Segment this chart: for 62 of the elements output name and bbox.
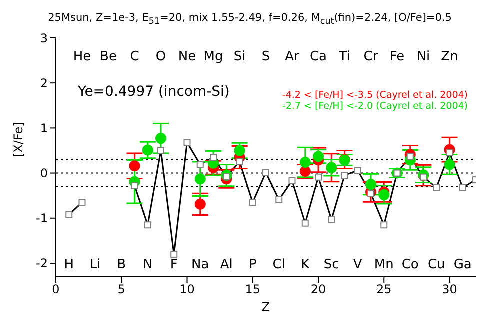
y-axis-title: [X/Fe] [11, 122, 26, 158]
annotation: N [143, 257, 153, 272]
x-tick-label: 30 [442, 282, 458, 297]
x-tick-label: 0 [52, 282, 60, 297]
annotation: Zn [441, 50, 458, 65]
annotation: F [170, 257, 178, 272]
annotation: Ti [338, 50, 350, 65]
annotation: Mn [374, 257, 394, 272]
point [129, 160, 140, 172]
x-axis-title: Z [262, 300, 270, 314]
annotation: Ca [310, 50, 328, 65]
point [194, 174, 206, 185]
y-tick-label: -1 [36, 212, 48, 226]
annotation: Li [90, 257, 101, 272]
y-tick-label: 2 [40, 76, 48, 90]
annotation: C [130, 50, 140, 65]
annotation: Cr [364, 50, 379, 65]
point [156, 133, 166, 144]
annotation: Al [220, 257, 233, 272]
annotation: Ar [285, 50, 300, 65]
annotation: Be [100, 50, 117, 65]
annotation: O [156, 50, 166, 65]
point [313, 151, 324, 162]
x-tick-label: 20 [310, 282, 326, 297]
annotation: B [117, 257, 126, 272]
point [366, 179, 376, 190]
x-tick-label: 5 [118, 282, 126, 297]
annotation: V [353, 257, 362, 272]
text: -4.2 < [Fe/H] <-3.5 (Cayrel et al. 2004) [282, 90, 468, 101]
annotation: Mg [204, 50, 224, 65]
annotation: Na [192, 257, 210, 272]
annotation: Co [402, 257, 419, 272]
x-tick-label: 10 [180, 282, 195, 297]
point [142, 144, 154, 156]
point [444, 159, 456, 170]
y-tick-label: 1 [40, 121, 48, 136]
annotation: Cu [428, 257, 446, 272]
text: -2.7 < [Fe/H] <-2.0 (Cayrel et al. 2004) [282, 101, 468, 112]
annotation: Ga [454, 257, 472, 272]
annotation: Ye=0.4997 (incom-Si) [78, 84, 230, 100]
annotation: He [73, 50, 92, 65]
annotation: K [301, 257, 310, 272]
annotation: Si [234, 50, 246, 65]
annotation: Sc [324, 257, 340, 272]
annotation: H [64, 257, 74, 272]
annotation: Ne [178, 50, 196, 65]
y-tick-label: 3 [40, 31, 48, 46]
point [234, 145, 246, 156]
x-tick-label: 25 [376, 282, 392, 297]
point [300, 156, 311, 168]
annotation: Ni [416, 50, 430, 65]
chart-title: 25Msun, Z=1e-3, E$_{51}$=20, mix 1.55-2.49, f=0.26, M$_{cut}$(fin)=2.24, [O/Fe]=0.5 [47, 11, 453, 30]
y-tick-label: -2 [36, 256, 48, 271]
point [300, 166, 311, 177]
annotation: P [248, 257, 257, 272]
y-tick-label: 0 [40, 166, 48, 181]
x-tick-label: 15 [245, 282, 261, 297]
annotation: Fe [390, 50, 405, 65]
point [378, 189, 390, 200]
annotation: S [262, 50, 270, 65]
annotation: Cl [272, 257, 286, 272]
point [194, 198, 206, 210]
